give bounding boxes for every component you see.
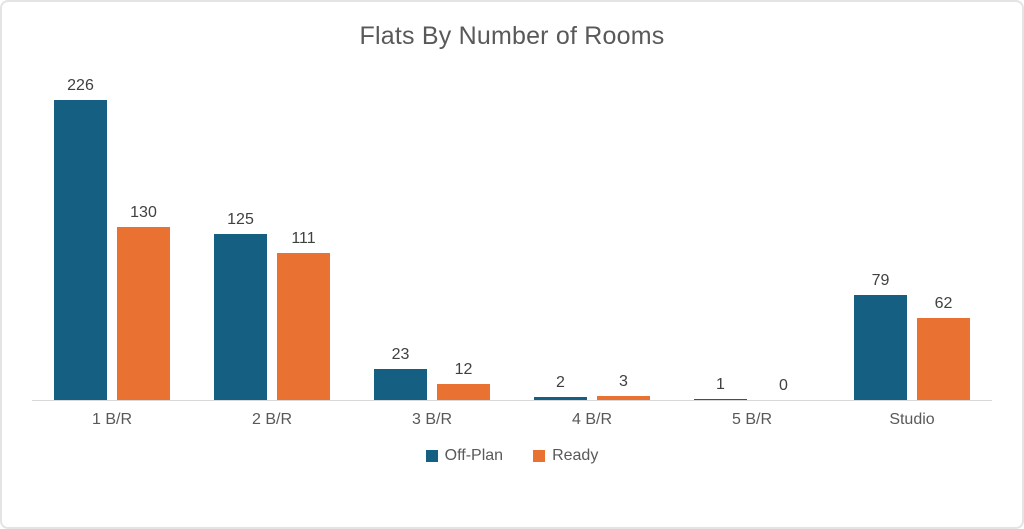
bar-col: 23 — [374, 346, 427, 400]
bar-ready — [437, 384, 490, 400]
bar-col: 12 — [437, 361, 490, 400]
x-axis-label: 5 B/R — [731, 411, 772, 428]
data-label: 23 — [391, 346, 410, 363]
bar-col: 3 — [597, 373, 650, 400]
x-axis-labels: 1 B/R 2 B/R 3 B/R 4 B/R 5 B/R Studio — [32, 401, 992, 439]
legend-label: Off-Plan — [444, 447, 504, 464]
bar-off-plan — [854, 295, 907, 400]
x-axis-label: 1 B/R — [91, 411, 132, 428]
data-label: 62 — [934, 295, 953, 312]
bar-off-plan — [374, 369, 427, 400]
x-axis-label: 4 B/R — [571, 411, 612, 428]
chart-title: Flats By Number of Rooms — [359, 22, 665, 50]
bar-group-2-b-r: 125 111 — [192, 60, 352, 400]
x-axis-label: Studio — [889, 411, 935, 428]
data-label: 111 — [291, 230, 316, 247]
legend-swatch-icon — [533, 450, 546, 462]
legend: Off-Plan Ready — [30, 439, 994, 473]
bar-col: 226 — [54, 77, 107, 400]
bar-col: 62 — [917, 295, 970, 400]
bar-ready — [917, 318, 970, 400]
data-label: 3 — [619, 373, 628, 390]
bar-group-studio: 79 62 — [832, 60, 992, 400]
bar-off-plan — [214, 234, 267, 400]
bar-col: 79 — [854, 272, 907, 400]
bar-col: 111 — [277, 230, 330, 400]
data-label: 226 — [67, 77, 94, 94]
bar-col: 2 — [534, 374, 587, 400]
bar-col: 130 — [117, 204, 170, 400]
plot-area: 226 130 125 111 23 12 2 3 1 0 79 62 — [32, 60, 992, 401]
bar-col: 0 — [757, 377, 810, 400]
bar-off-plan — [694, 399, 747, 400]
legend-item-off-plan: Off-Plan — [425, 447, 504, 465]
data-label: 130 — [130, 204, 157, 221]
bar-off-plan — [534, 397, 587, 400]
data-label: 125 — [227, 211, 254, 228]
data-label: 79 — [871, 272, 890, 289]
data-label: 12 — [454, 361, 473, 378]
bar-col: 125 — [214, 211, 267, 400]
data-label: 1 — [716, 376, 725, 393]
bar-group-3-b-r: 23 12 — [352, 60, 512, 400]
bar-ready — [597, 396, 650, 400]
legend-swatch-icon — [425, 450, 438, 462]
x-axis-label: 2 B/R — [251, 411, 292, 428]
data-label: 0 — [779, 377, 788, 394]
bar-col: 1 — [694, 376, 747, 400]
bar-off-plan — [54, 100, 107, 400]
data-label: 2 — [556, 374, 565, 391]
bar-ready — [277, 253, 330, 400]
x-axis-label: 3 B/R — [411, 411, 452, 428]
legend-label: Ready — [552, 447, 599, 464]
legend-item-ready: Ready — [533, 447, 598, 465]
bar-ready — [117, 227, 170, 400]
bar-group-1-b-r: 226 130 — [32, 60, 192, 400]
